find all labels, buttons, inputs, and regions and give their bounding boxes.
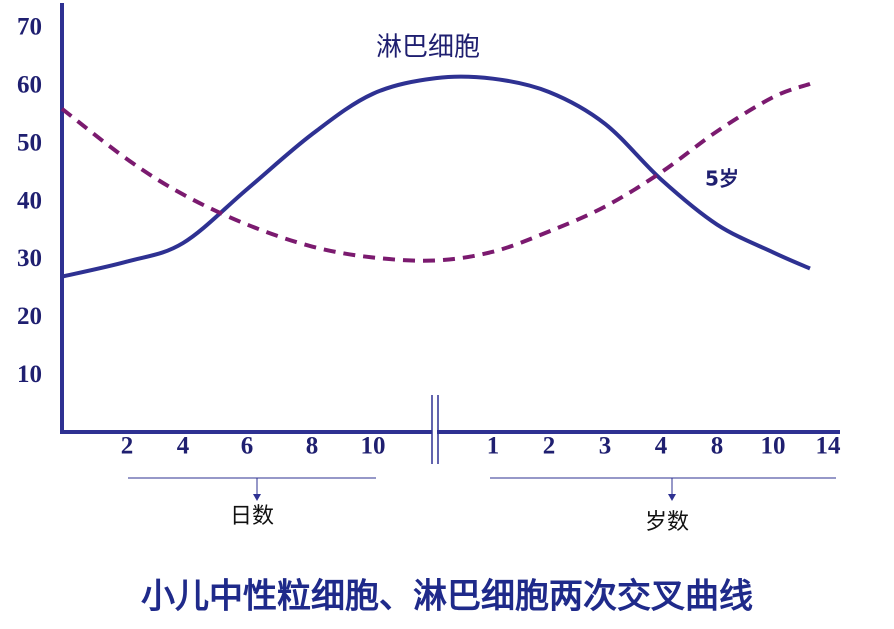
- x-tick-label: 10: [761, 433, 786, 460]
- x-group-label: 岁数: [645, 510, 689, 535]
- x-tick-label: 3: [599, 433, 612, 460]
- x-group-label: 日数: [230, 504, 274, 529]
- x-tick-label: 8: [711, 433, 724, 460]
- x-tick-label: 10: [361, 433, 386, 460]
- x-tick-label: 4: [655, 433, 668, 460]
- x-tick-label: 8: [306, 433, 319, 460]
- y-tick-label: 40: [17, 187, 42, 214]
- x-tick-label: 1: [487, 433, 500, 460]
- y-tick-label: 50: [17, 129, 42, 156]
- x-tick-label: 2: [543, 433, 556, 460]
- y-tick-label: 70: [17, 14, 42, 41]
- annotation: 5岁: [705, 167, 739, 191]
- x-tick-label: 6: [241, 433, 254, 460]
- x-tick-label: 14: [816, 433, 842, 460]
- chart-title: 小儿中性粒细胞、淋巴细胞两次交叉曲线: [141, 577, 753, 617]
- y-tick-label: 30: [17, 245, 42, 272]
- group-arrow: [253, 494, 261, 501]
- series-line: [60, 82, 811, 263]
- series-line: [61, 74, 811, 279]
- y-tick-label: 20: [17, 303, 42, 330]
- y-tick-label: 60: [17, 72, 42, 99]
- y-tick-label: 10: [17, 361, 42, 388]
- x-tick-label: 2: [121, 433, 134, 460]
- group-arrow: [668, 494, 676, 501]
- annotation: 淋巴细胞: [376, 33, 480, 63]
- x-tick-label: 4: [177, 433, 190, 460]
